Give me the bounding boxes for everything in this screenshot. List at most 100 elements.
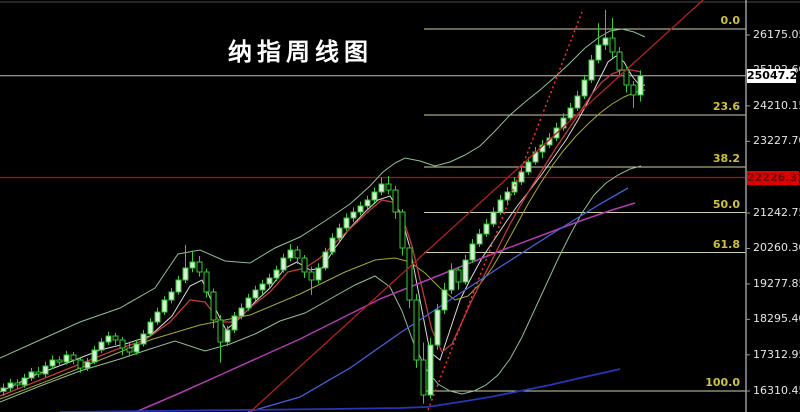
candle-body	[469, 243, 476, 261]
candle-body	[112, 335, 119, 341]
candle-body	[497, 199, 504, 213]
candle-body	[378, 183, 385, 193]
candle-body	[476, 233, 483, 245]
candle-body	[119, 339, 126, 349]
candle-body	[287, 249, 294, 259]
candle-body	[217, 319, 224, 343]
candle-body	[448, 269, 455, 291]
candle-body	[483, 223, 490, 235]
candle-body	[168, 291, 175, 301]
candle-body	[308, 271, 315, 281]
alert-price-box[interactable]: 22226.33	[747, 170, 800, 185]
candle-body	[595, 44, 602, 61]
candle-body	[441, 289, 448, 311]
candle-body	[602, 37, 609, 46]
candle-body	[252, 289, 259, 299]
candle-body	[406, 247, 413, 301]
candle-body	[392, 189, 399, 213]
candle-body	[238, 307, 245, 317]
candle-body	[371, 191, 378, 201]
candle-body	[182, 267, 189, 281]
candle-body	[161, 299, 168, 313]
candle-body	[385, 183, 392, 191]
candle-body	[266, 277, 273, 285]
candle-body	[616, 51, 623, 71]
candle-body	[462, 259, 469, 283]
chart-title: 纳指周线图	[228, 38, 373, 66]
ma-slowest-navy	[59, 368, 621, 412]
bollinger-upper-band	[0, 28, 646, 359]
candle-body	[84, 361, 91, 369]
candle-body	[434, 309, 441, 346]
candle-body	[560, 117, 567, 129]
candle-body	[0, 387, 7, 392]
candle-body	[224, 329, 231, 343]
candle-body	[77, 359, 84, 369]
candle-body	[413, 299, 420, 361]
candle-body	[70, 354, 77, 361]
candle-body	[126, 347, 133, 353]
candle-body	[189, 261, 196, 269]
candle-body	[518, 171, 525, 183]
candle-body	[63, 354, 70, 363]
candle-body	[42, 365, 49, 375]
candle-body	[259, 283, 266, 291]
current-price-box: 25047.23	[747, 68, 800, 83]
candle-body	[623, 69, 630, 86]
candle-body	[364, 199, 371, 207]
candle-body	[7, 382, 14, 389]
candle-body	[336, 227, 343, 239]
candle-body	[140, 333, 147, 345]
candle-body	[322, 251, 329, 269]
candle-body	[504, 191, 511, 201]
candle-body	[399, 211, 406, 249]
candle-body	[35, 371, 42, 375]
candle-body	[280, 257, 287, 271]
ma-slow-blue	[247, 187, 629, 412]
ma-fast-white	[0, 55, 646, 393]
ma-slow-magenta	[137, 202, 636, 412]
trendline-red-dotted	[427, 11, 583, 411]
candle-body	[210, 291, 217, 321]
candle-body	[581, 79, 588, 97]
candle-body	[175, 279, 182, 293]
candle-body	[154, 311, 161, 323]
trendline-red-solid	[249, 0, 704, 412]
candle-body	[28, 371, 35, 379]
candle-body	[49, 359, 56, 367]
candles	[0, 9, 644, 404]
candle-body	[294, 249, 301, 259]
candle-body	[490, 211, 497, 225]
candle-body	[525, 161, 532, 173]
candle-body	[315, 267, 322, 281]
candle-body	[301, 257, 308, 273]
candle-body	[455, 269, 462, 283]
candle-body	[420, 359, 427, 396]
candle-body	[105, 335, 112, 343]
candle-body	[56, 359, 63, 363]
candle-body	[98, 341, 105, 351]
candle-body	[329, 237, 336, 253]
candle-body	[588, 59, 595, 81]
candle-body	[343, 217, 350, 229]
candle-body	[231, 315, 238, 331]
candle-body	[91, 349, 98, 363]
candle-body	[357, 205, 364, 213]
candle-body	[245, 297, 252, 309]
candle-body	[350, 211, 357, 219]
candle-body	[574, 95, 581, 109]
candle-body	[427, 344, 434, 396]
candle-body	[196, 261, 203, 273]
candle-body	[630, 84, 637, 96]
candle-body	[203, 271, 210, 293]
ma-mid-red	[0, 69, 642, 397]
candle-body	[567, 107, 574, 119]
candle-body	[133, 343, 140, 353]
candle-body	[147, 321, 154, 335]
candle-body	[14, 382, 21, 386]
candle-body	[637, 75, 644, 96]
candle-body	[273, 269, 280, 279]
candle-body	[21, 377, 28, 386]
